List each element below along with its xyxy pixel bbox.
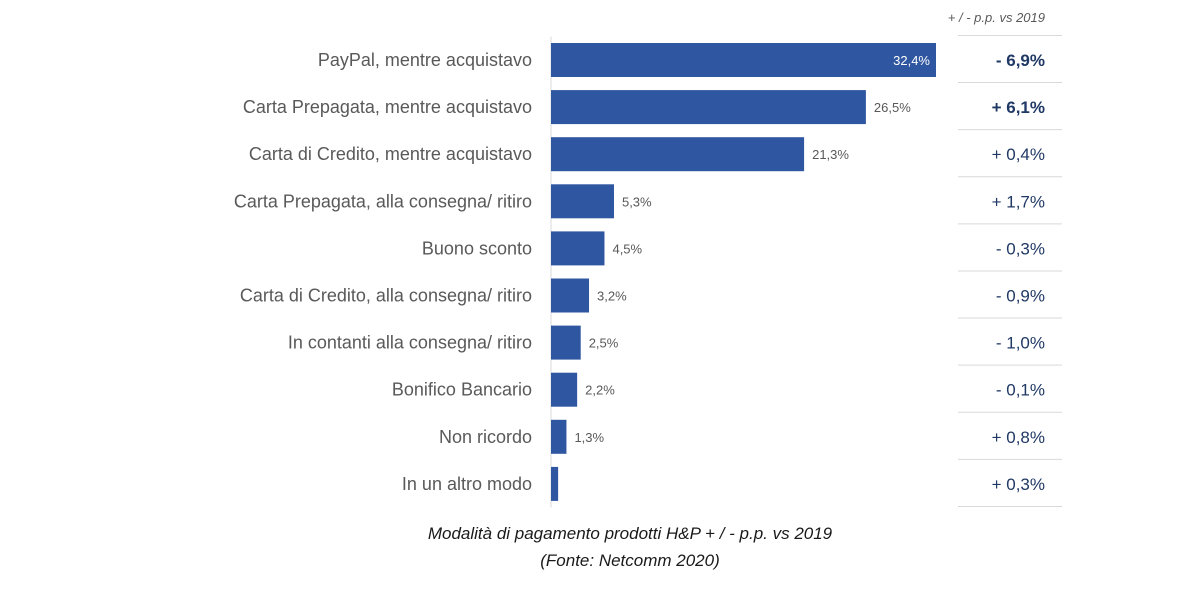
bar — [551, 466, 559, 501]
category-label: Carta di Credito, alla consegna/ ritiro — [240, 286, 532, 306]
data-label: 3,2% — [597, 289, 627, 304]
delta-label: - 6,9% — [996, 51, 1045, 70]
data-label: 2,5% — [589, 336, 619, 351]
delta-label: + 6,1% — [992, 98, 1045, 117]
delta-label: + 1,7% — [992, 192, 1045, 211]
bar — [551, 231, 605, 266]
chart-source: (Fonte: Netcomm 2020) — [540, 551, 720, 570]
data-label: 2,2% — [585, 383, 615, 398]
bar — [551, 184, 614, 219]
delta-header: + / - p.p. vs 2019 — [948, 10, 1045, 25]
bar — [551, 325, 581, 360]
category-label: Bonifico Bancario — [392, 380, 532, 400]
bar — [551, 137, 805, 172]
data-label: 32,4% — [893, 53, 930, 68]
category-label: Non ricordo — [439, 427, 532, 447]
delta-label: + 0,8% — [992, 428, 1045, 447]
delta-label: + 0,3% — [992, 475, 1045, 494]
category-label: In contanti alla consegna/ ritiro — [288, 333, 532, 353]
bar — [551, 90, 866, 125]
category-label: In un altro modo — [402, 474, 532, 494]
delta-label: - 0,3% — [996, 239, 1045, 258]
data-label: 4,5% — [612, 241, 642, 256]
data-label: 1,3% — [574, 430, 604, 445]
bar — [551, 419, 567, 454]
delta-label: - 0,1% — [996, 381, 1045, 400]
category-label: Carta di Credito, mentre acquistavo — [249, 144, 532, 164]
delta-label: + 0,4% — [992, 145, 1045, 164]
category-label: Carta Prepagata, mentre acquistavo — [243, 97, 532, 117]
delta-label: - 0,9% — [996, 287, 1045, 306]
data-label: 21,3% — [812, 147, 849, 162]
category-label: Buono sconto — [422, 238, 532, 258]
bar — [551, 278, 590, 313]
bar — [551, 372, 578, 407]
bar — [551, 43, 936, 77]
category-label: Carta Prepagata, alla consegna/ ritiro — [234, 191, 532, 211]
data-label: 5,3% — [622, 194, 652, 209]
category-label: PayPal, mentre acquistavo — [318, 50, 532, 70]
bar-chart-svg: + / - p.p. vs 2019 PayPal, mentre acquist… — [234, 10, 1062, 508]
delta-label: - 1,0% — [996, 334, 1045, 353]
chart-caption: Modalità di pagamento prodotti H&P + / -… — [427, 524, 833, 543]
data-label: 26,5% — [874, 100, 911, 115]
